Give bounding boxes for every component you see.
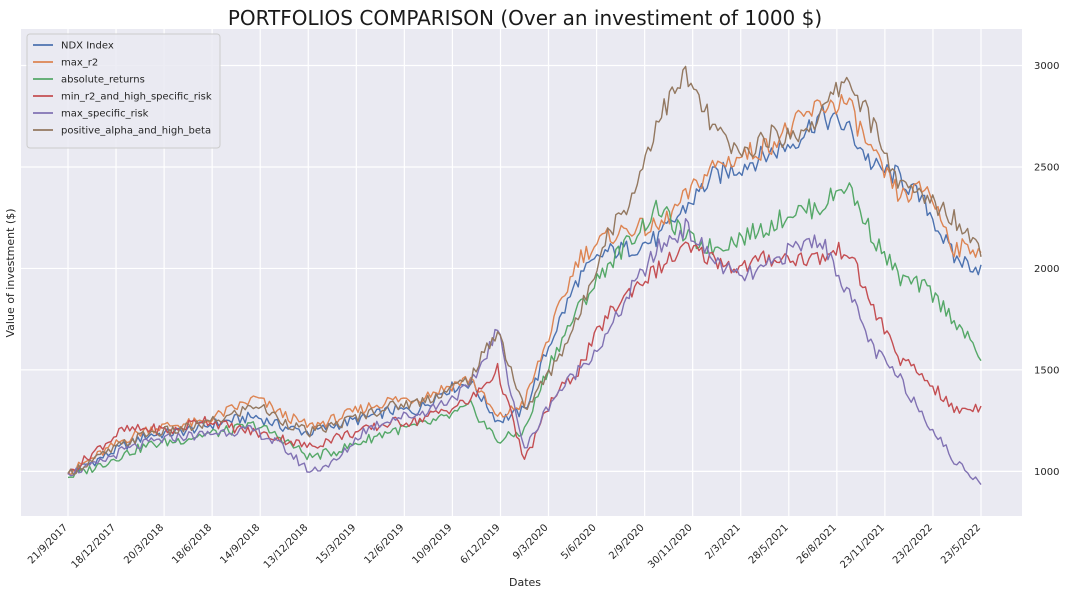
x-tick-labels: 21/9/2017 18/12/2017 20/3/2018 18/6/2018 14/… [26,522,983,571]
x-tick-label: 9/3/2020 [511,522,551,562]
legend-entry: positive_alpha_and_high_beta [61,126,211,137]
series-line [67,65,982,476]
x-axis-label: Dates [509,576,541,589]
legend-entry: absolute_returns [61,75,145,86]
series-lines [67,65,982,486]
y-tick-label: 1500 [1034,365,1059,376]
y-tick-label: 1000 [1034,467,1059,478]
x-tick-label: 2/3/2021 [703,522,743,562]
legend-box [26,33,221,149]
x-tick-label: 23/11/2021 [838,522,887,571]
x-tick-label: 14/9/2018 [218,522,262,566]
legend: NDX Index max_r2 absolute_returns min_r2_an… [26,33,221,149]
series-line [67,241,982,475]
y-axis-label: Value of investment ($) [4,209,17,338]
x-tick-label: 10/9/2019 [411,522,455,566]
y-tick-label: 3000 [1034,61,1059,72]
x-tick-label: 18/12/2017 [70,522,119,571]
x-tick-label: 30/11/2020 [646,522,695,571]
x-tick-label: 20/3/2018 [122,522,166,566]
y-tick-label: 2500 [1034,162,1059,173]
x-tick-label: 23/5/2022 [939,522,983,566]
x-tick-label: 28/5/2021 [747,522,791,566]
x-tick-label: 23/2/2022 [891,522,935,566]
legend-entry: max_r2 [61,58,98,69]
x-tick-label: 15/3/2019 [314,522,358,566]
x-tick-label: 26/8/2021 [795,522,839,566]
y-tick-labels: 1000 1500 2000 2500 3000 [1034,61,1059,478]
y-tick-label: 2000 [1034,264,1059,275]
legend-entry: max_specific_risk [61,109,149,120]
x-tick-label: 21/9/2017 [26,522,70,566]
x-tick-label: 2/9/2020 [607,522,647,562]
x-tick-label: 12/6/2019 [362,522,406,566]
x-tick-label: 18/6/2018 [170,522,214,566]
legend-entry: NDX Index [61,41,114,52]
legend-entry: min_r2_and_high_specific_risk [61,92,212,103]
x-tick-label: 13/12/2018 [262,522,311,571]
chart-title: PORTFOLIOS COMPARISON (Over an investime… [228,6,822,30]
x-tick-label: 6/12/2019 [459,522,503,566]
series-line [67,218,982,486]
x-tick-label: 5/6/2020 [559,522,599,562]
